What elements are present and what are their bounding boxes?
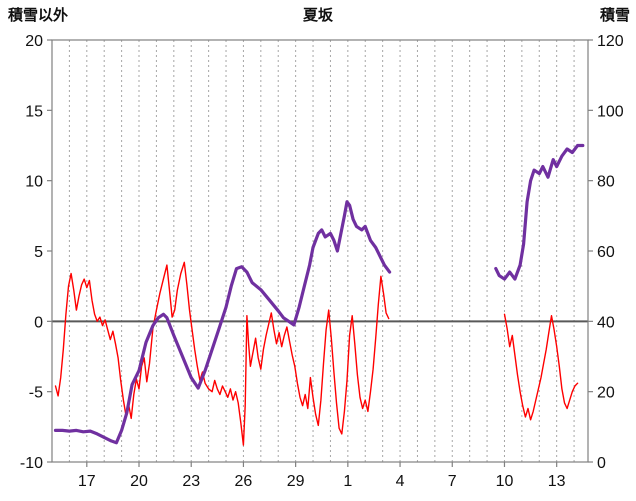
- svg-text:10: 10: [25, 174, 43, 191]
- svg-text:7: 7: [448, 473, 457, 490]
- svg-text:1: 1: [343, 473, 352, 490]
- svg-text:17: 17: [78, 473, 96, 490]
- svg-text:0: 0: [34, 314, 43, 331]
- svg-text:10: 10: [496, 473, 514, 490]
- svg-text:-10: -10: [20, 455, 43, 472]
- svg-text:-5: -5: [29, 385, 43, 402]
- svg-text:80: 80: [597, 174, 615, 191]
- svg-text:120: 120: [597, 33, 624, 50]
- svg-text:15: 15: [25, 103, 43, 120]
- svg-text:40: 40: [597, 314, 615, 331]
- svg-text:26: 26: [235, 473, 253, 490]
- svg-text:29: 29: [287, 473, 305, 490]
- right-axis-title: 積雪: [599, 7, 630, 24]
- chart-title: 夏坂: [302, 7, 333, 24]
- svg-text:23: 23: [182, 473, 200, 490]
- svg-text:100: 100: [597, 103, 624, 120]
- left-axis-title: 積雪以外: [8, 7, 69, 24]
- svg-text:4: 4: [396, 473, 405, 490]
- svg-text:20: 20: [130, 473, 148, 490]
- svg-text:60: 60: [597, 244, 615, 261]
- svg-text:0: 0: [597, 455, 606, 472]
- svg-text:13: 13: [548, 473, 566, 490]
- svg-text:5: 5: [34, 244, 43, 261]
- svg-text:20: 20: [25, 33, 43, 50]
- svg-text:20: 20: [597, 385, 615, 402]
